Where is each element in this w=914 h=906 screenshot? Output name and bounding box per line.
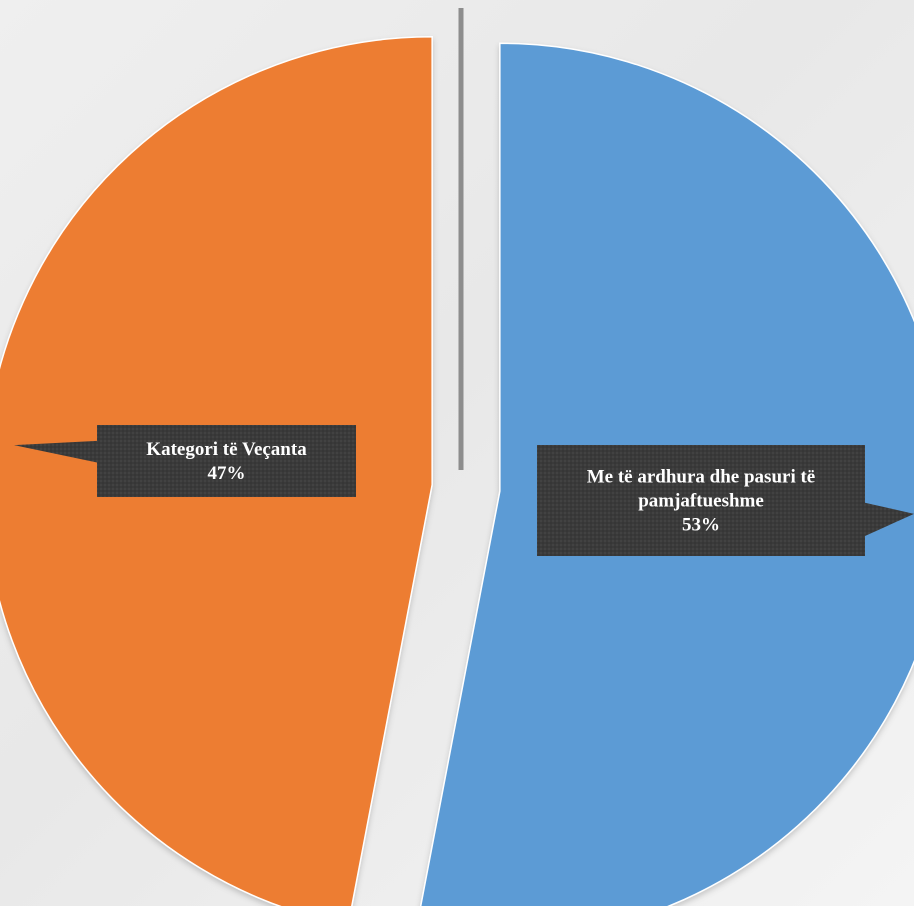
labels-layer: Me të ardhura dhe pasuri të pamjaftueshme… — [14, 425, 914, 556]
data-label-percent: 53% — [682, 515, 720, 536]
data-label-1: Me të ardhura dhe pasuri të pamjaftueshme… — [537, 445, 914, 556]
data-label-2: Kategori të Veçanta 47% — [14, 425, 356, 497]
data-label-percent: 47% — [208, 463, 246, 484]
data-label-box — [537, 445, 865, 556]
data-label-pointer — [14, 440, 97, 463]
data-label-category: pamjaftueshme — [638, 491, 764, 512]
data-label-category: Me të ardhura dhe pasuri të — [587, 467, 816, 488]
data-label-box — [97, 425, 356, 497]
data-label-pointer — [865, 502, 914, 537]
data-label-category: Kategori të Veçanta — [146, 439, 307, 460]
